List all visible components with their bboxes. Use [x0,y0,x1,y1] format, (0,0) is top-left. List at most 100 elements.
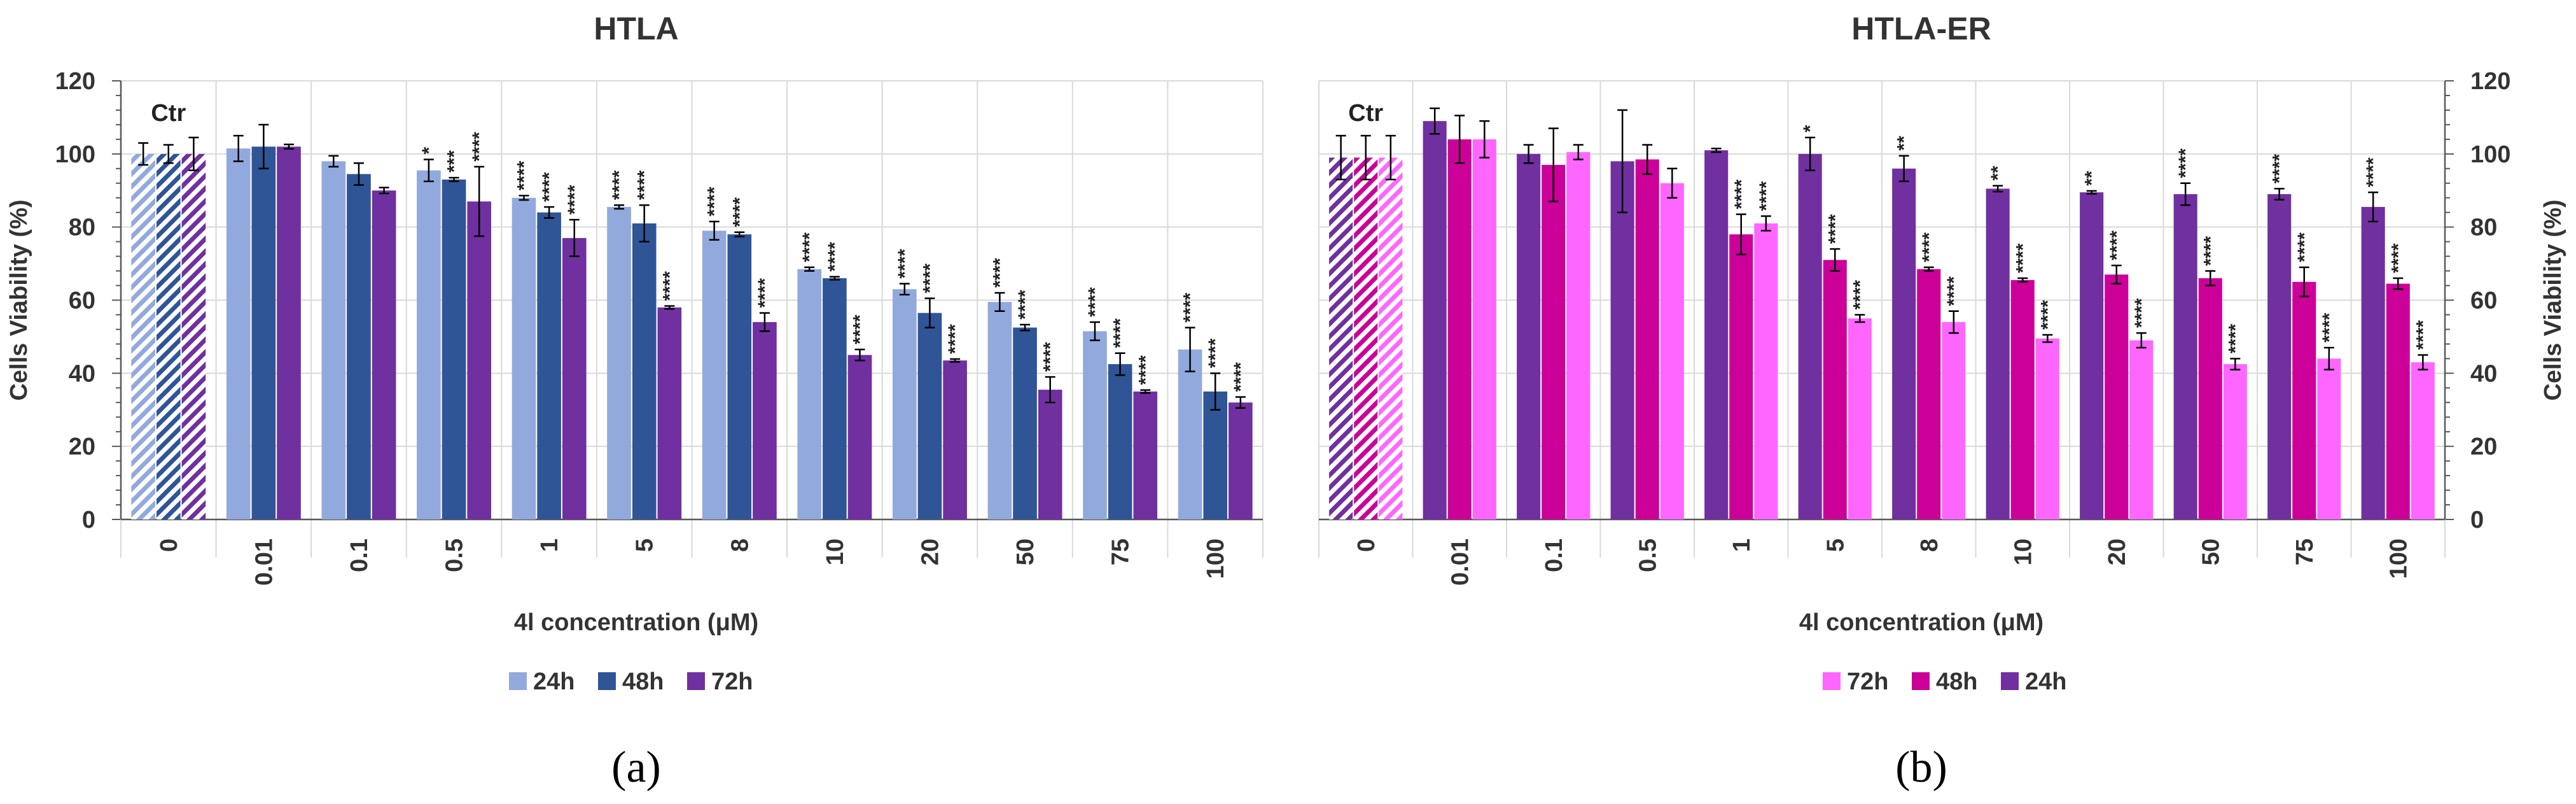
significance-stars: ** [1988,166,2009,181]
x-tick-label: 0.5 [442,539,468,572]
bar-24h-75 [2267,194,2292,519]
chart-title: HTLA [594,11,678,46]
panel-label: (b) [1895,743,1947,792]
bar-48h-50 [1013,327,1037,519]
bar-24h-0.01 [1423,121,1447,520]
panel-label: (a) [611,743,661,792]
significance-stars: * [419,146,440,154]
bar-72h-8 [753,321,777,519]
bar-48h-100 [2386,283,2410,519]
legend-swatch-24h [2001,672,2019,690]
significance-stars: **** [609,170,630,200]
bar-24h-0 [131,153,155,520]
bar-24h-5 [1798,153,1822,520]
x-tick-label: 0.01 [251,539,277,586]
bar-48h-0 [1354,157,1378,519]
bar-72h-0.1 [372,190,396,519]
significance-stars: **** [2106,230,2127,260]
significance-stars: **** [1205,338,1226,368]
significance-stars: **** [2319,313,2340,342]
significance-stars: **** [919,264,940,293]
significance-stars: * [1800,125,1821,132]
bar-72h-10 [847,355,872,519]
bar-48h-5 [1823,260,1847,519]
bar-72h-1 [562,237,587,519]
x-axis-label: 4l concentration (μM) [1799,609,2043,636]
y-tick-label: 80 [2470,215,2497,241]
significance-stars: **** [945,324,966,354]
significance-stars: **** [729,197,750,227]
x-tick-label: 0.1 [346,539,373,572]
significance-stars: **** [2012,243,2033,273]
x-tick-label: 0.5 [1634,539,1661,572]
significance-stars: **** [2200,236,2221,266]
x-tick-label: 0 [1353,539,1380,552]
x-tick-label: 8 [1916,539,1943,552]
bar-48h-0.1 [1542,165,1566,519]
bar-72h-5 [1848,318,1872,519]
significance-stars: **** [1040,342,1061,372]
y-tick-label: 100 [2470,141,2510,168]
x-tick-label: 20 [2104,539,2131,565]
bar-48h-0.5 [442,180,466,519]
control-label: Ctr [1348,100,1383,127]
x-tick-label: 75 [1108,539,1134,565]
significance-stars: **** [799,232,820,262]
bar-72h-1 [1754,223,1778,519]
y-tick-label: 20 [69,434,95,460]
significance-stars: *** [444,150,465,173]
significance-stars: **** [2131,298,2152,328]
bar-48h-0.01 [1447,139,1472,519]
y-tick-label: 120 [55,68,95,95]
x-axis-label: 4l concentration (μM) [514,609,758,636]
significance-stars: **** [659,271,680,301]
significance-stars: **** [469,132,490,162]
legend-label-24h: 24h [533,668,574,695]
significance-stars: **** [1180,293,1201,323]
bar-48h-75 [1108,363,1132,519]
bar-24h-100 [1178,349,1202,519]
bar-24h-1 [512,197,536,519]
bar-72h-75 [1133,391,1158,519]
x-tick-label: 50 [1012,539,1039,565]
bar-72h-20 [2129,340,2154,519]
significance-stars: ** [2082,171,2103,186]
bar-24h-75 [1083,331,1107,519]
legend-label-72h: 72h [711,668,753,695]
bar-72h-0.1 [1566,152,1591,519]
bar-48h-0.01 [251,146,276,520]
bar-24h-0.5 [1610,161,1634,520]
significance-stars: **** [825,242,846,272]
x-tick-label: 10 [822,539,849,565]
bar-72h-20 [943,360,967,519]
significance-stars: **** [2225,323,2246,353]
bar-48h-100 [1203,391,1228,519]
y-tick-label: 60 [69,288,95,314]
significance-stars: **** [539,172,560,202]
significance-stars: **** [1085,287,1106,317]
x-tick-label: 0 [156,539,183,552]
significance-stars: **** [1849,279,1870,309]
bar-72h-0.5 [467,201,492,519]
bar-48h-0.1 [347,174,371,520]
legend-swatch-48h [1912,672,1930,690]
bar-24h-10 [797,269,822,519]
significance-stars: **** [2363,157,2384,187]
bar-24h-0.01 [226,148,251,520]
x-tick-label: 20 [917,539,943,565]
legend-label-72h: 72h [1847,668,1888,695]
y-tick-label: 0 [82,507,95,533]
bar-48h-75 [2292,281,2316,519]
legend-label-24h: 24h [2025,668,2066,695]
bar-48h-1 [1729,234,1753,519]
bar-72h-8 [1942,321,1966,519]
significance-stars: **** [755,278,776,308]
legend-swatch-48h [598,672,616,690]
bar-48h-0.5 [1635,159,1659,520]
significance-stars: **** [2037,300,2058,330]
bar-48h-10 [823,278,847,519]
y-tick-label: 120 [2470,68,2510,95]
bar-48h-5 [632,223,657,519]
bar-72h-50 [2223,363,2247,519]
